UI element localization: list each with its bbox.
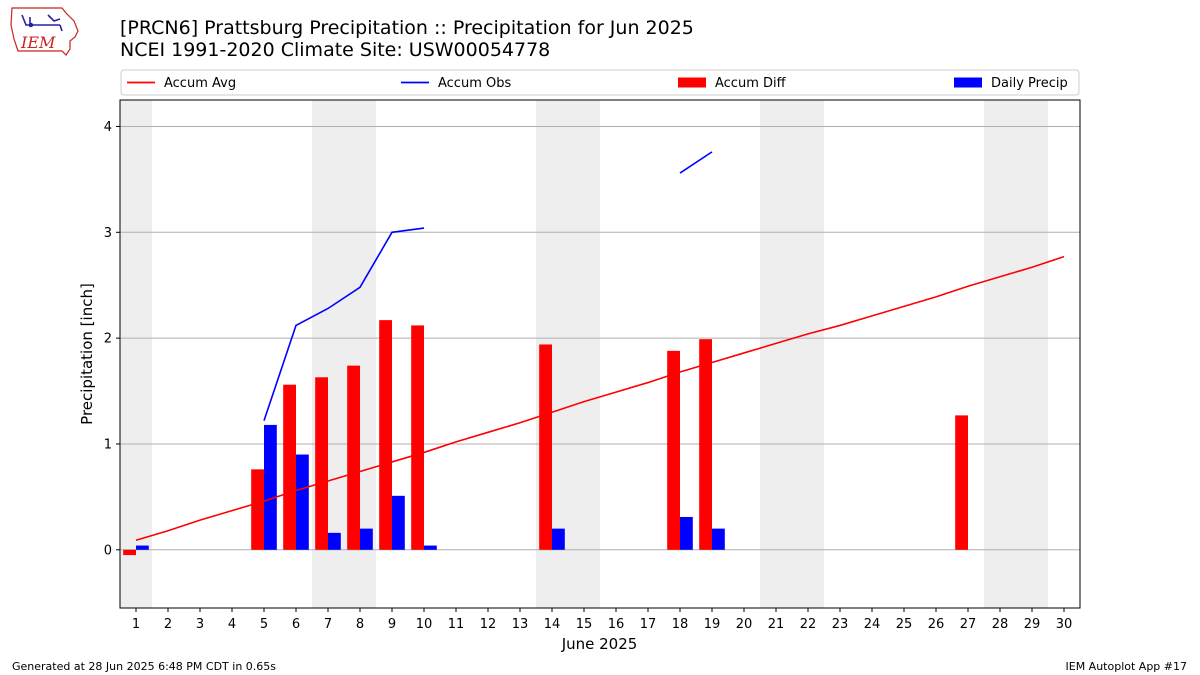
x-tick-label-21: 21 <box>768 617 785 632</box>
accum-diff-bar-day-14 <box>539 344 552 550</box>
x-tick-label-27: 27 <box>960 617 977 632</box>
accum-diff-bar-day-10 <box>411 325 424 550</box>
x-tick-label-17: 17 <box>640 617 657 632</box>
legend-swatch-accum-diff <box>678 77 706 88</box>
x-tick-label-7: 7 <box>324 617 332 632</box>
x-axis-label: June 2025 <box>561 635 638 653</box>
daily-precip-bar-day-5 <box>264 424 277 550</box>
weekend-shade-day-21 <box>760 100 792 608</box>
accum-diff-bar-day-19 <box>699 339 712 550</box>
legend-swatch-daily-precip <box>954 77 982 88</box>
accum-obs-line-segment-2 <box>679 151 713 174</box>
daily-precip-bar-day-6 <box>296 454 309 550</box>
legend-label-accum-avg: Accum Avg <box>164 76 236 91</box>
x-tick-label-26: 26 <box>928 617 945 632</box>
x-tick-label-20: 20 <box>736 617 753 632</box>
chart-subtitle: NCEI 1991-2020 Climate Site: USW00054778 <box>120 39 551 61</box>
iowa-state-outline <box>10 7 79 56</box>
weather-station-icon <box>21 14 63 32</box>
x-tick-label-4: 4 <box>228 617 236 632</box>
daily-precip-bar-day-19 <box>712 528 725 550</box>
weekend-shade-day-29 <box>1016 100 1048 608</box>
chart-title: [PRCN6] Prattsburg Precipitation :: Prec… <box>120 17 694 39</box>
accum-diff-bar-day-18 <box>667 350 680 550</box>
x-tick-label-24: 24 <box>864 617 881 632</box>
accum-diff-bar-day-7 <box>315 377 328 550</box>
y-tick-label-1: 1 <box>104 437 112 452</box>
x-tick-label-6: 6 <box>292 617 300 632</box>
accum-diff-bar-day-6 <box>283 384 296 550</box>
y-tick-label-2: 2 <box>104 332 112 347</box>
legend-label-daily-precip: Daily Precip <box>991 76 1068 91</box>
y-tick-label-4: 4 <box>104 120 112 135</box>
gridlines <box>120 125 1080 551</box>
footer-app: IEM Autoplot App #17 <box>1065 660 1188 673</box>
weekend-shade-day-1 <box>120 100 152 608</box>
iem-logo: IEM <box>10 7 79 56</box>
x-tick-label-22: 22 <box>800 617 817 632</box>
x-tick-label-25: 25 <box>896 617 913 632</box>
lines <box>135 151 1065 542</box>
x-tick-label-23: 23 <box>832 617 849 632</box>
x-tick-label-13: 13 <box>512 617 529 632</box>
x-tick-label-5: 5 <box>260 617 268 632</box>
x-tick-label-19: 19 <box>704 617 721 632</box>
bars <box>123 320 968 556</box>
x-tick-label-1: 1 <box>132 617 140 632</box>
weekend-shade-day-28 <box>984 100 1016 608</box>
y-axis-label: Precipitation [inch] <box>78 283 96 425</box>
x-tick-label-11: 11 <box>448 617 465 632</box>
x-tick-label-14: 14 <box>544 617 561 632</box>
x-tick-label-2: 2 <box>164 617 172 632</box>
daily-precip-bar-day-14 <box>552 528 565 550</box>
daily-precip-bar-day-18 <box>680 516 693 550</box>
legend-label-accum-obs: Accum Obs <box>438 76 511 91</box>
accum-diff-bar-day-5 <box>251 469 264 550</box>
daily-precip-bar-day-10 <box>424 545 437 550</box>
x-tick-label-9: 9 <box>388 617 396 632</box>
x-tick-label-12: 12 <box>480 617 497 632</box>
legend-label-accum-diff: Accum Diff <box>715 76 787 91</box>
legend-box <box>120 69 1080 96</box>
footer-generated: Generated at 28 Jun 2025 6:48 PM CDT in … <box>12 660 277 673</box>
x-tick-label-3: 3 <box>196 617 204 632</box>
x-tick-label-29: 29 <box>1024 617 1041 632</box>
accum-diff-bar-day-8 <box>347 365 360 550</box>
daily-precip-bar-day-8 <box>360 528 373 550</box>
x-tick-label-10: 10 <box>416 617 433 632</box>
daily-precip-bar-day-7 <box>328 532 341 550</box>
x-tick-label-30: 30 <box>1056 617 1073 632</box>
y-tick-label-0: 0 <box>104 543 112 558</box>
daily-precip-bar-day-1 <box>136 545 149 550</box>
plot-frame <box>119 99 1081 609</box>
x-tick-label-16: 16 <box>608 617 625 632</box>
accum-diff-bar-day-1 <box>123 549 136 556</box>
weekend-shade-day-22 <box>792 100 824 608</box>
station-dot <box>28 22 34 28</box>
x-tick-label-15: 15 <box>576 617 593 632</box>
legend: Accum Avg Accum Obs Accum Diff Daily Precip <box>120 69 1080 96</box>
accum-avg-line-segment-1 <box>135 255 1065 542</box>
x-tick-label-18: 18 <box>672 617 689 632</box>
logo-text: IEM <box>20 33 56 52</box>
accum-diff-bar-day-27 <box>955 415 968 550</box>
weekend-shade-day-15 <box>568 100 600 608</box>
x-tick-label-8: 8 <box>356 617 364 632</box>
accum-diff-bar-day-9 <box>379 320 392 550</box>
accum-obs-line-segment-1 <box>263 227 425 421</box>
y-tick-label-3: 3 <box>104 226 112 241</box>
daily-precip-bar-day-9 <box>392 495 405 550</box>
x-tick-label-28: 28 <box>992 617 1009 632</box>
